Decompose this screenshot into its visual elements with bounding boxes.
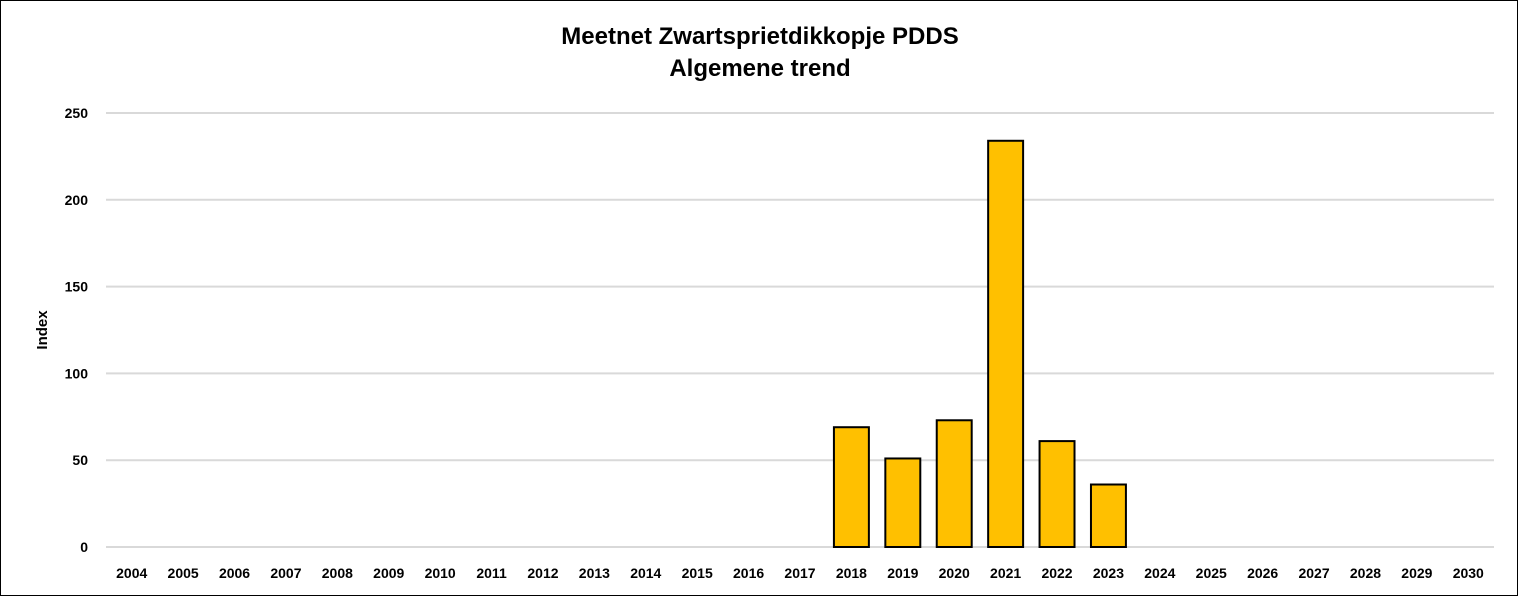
x-tick-label: 2019 (887, 565, 918, 581)
x-tick-label: 2024 (1144, 565, 1175, 581)
y-axis-ticks: 0 50 100 150 200 250 (65, 105, 89, 555)
y-tick-label: 50 (72, 452, 88, 468)
bars (832, 139, 1127, 549)
chart-title: Meetnet Zwartsprietdikkopje PDDS Algemen… (1, 21, 1518, 85)
chart-title-line-1: Meetnet Zwartsprietdikkopje PDDS (561, 23, 959, 50)
x-tick-label: 2006 (219, 565, 250, 581)
x-tick-label: 2030 (1453, 565, 1484, 581)
x-tick-label: 2010 (425, 565, 456, 581)
x-tick-label: 2008 (322, 565, 353, 581)
bar-2019 (884, 457, 922, 548)
bar-2022 (1038, 440, 1076, 549)
x-tick-label: 2012 (527, 565, 558, 581)
gridlines (106, 112, 1494, 548)
x-tick-label: 2027 (1298, 565, 1329, 581)
x-tick-label: 2022 (1041, 565, 1072, 581)
x-tick-label: 2021 (990, 565, 1021, 581)
x-tick-label: 2015 (682, 565, 713, 581)
chart-subtitle: Algemene trend (669, 55, 851, 82)
x-tick-label: 2013 (579, 565, 610, 581)
x-tick-label: 2018 (836, 565, 867, 581)
y-tick-label: 0 (80, 539, 88, 555)
bar-2021 (987, 139, 1025, 548)
x-tick-label: 2005 (168, 565, 199, 581)
x-tick-label: 2020 (939, 565, 970, 581)
y-axis-label: Index (34, 310, 51, 350)
x-tick-label: 2007 (270, 565, 301, 581)
x-axis-ticks: 2004 2005 2006 2007 2008 2009 2010 2011 2012 2013… (116, 565, 1484, 581)
x-tick-label: 2023 (1093, 565, 1124, 581)
x-tick-label: 2025 (1196, 565, 1227, 581)
bar-2020 (935, 419, 973, 548)
bar-2018 (832, 426, 870, 548)
y-tick-label: 150 (65, 279, 89, 295)
x-tick-label: 2014 (630, 565, 661, 581)
bar-2023 (1089, 483, 1127, 548)
y-tick-label: 200 (65, 192, 89, 208)
x-tick-label: 2017 (784, 565, 815, 581)
y-tick-label: 100 (65, 365, 89, 381)
x-tick-label: 2016 (733, 565, 764, 581)
x-tick-label: 2028 (1350, 565, 1381, 581)
x-tick-label: 2004 (116, 565, 147, 581)
x-tick-label: 2026 (1247, 565, 1278, 581)
x-tick-label: 2029 (1401, 565, 1432, 581)
x-tick-label: 2009 (373, 565, 404, 581)
x-tick-label: 2011 (476, 565, 507, 581)
y-tick-label: 250 (65, 105, 89, 121)
